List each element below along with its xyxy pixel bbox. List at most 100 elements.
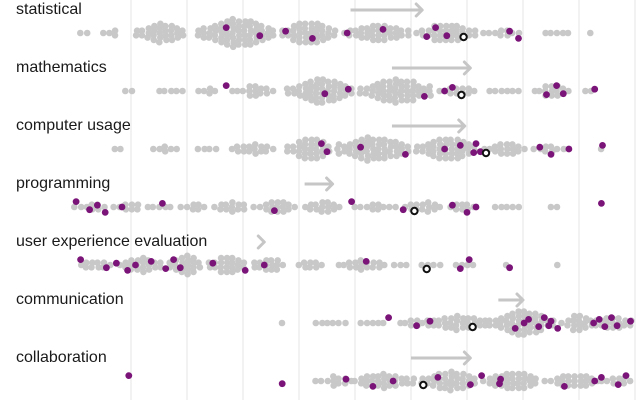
data-point: [436, 384, 444, 392]
data-point: [306, 206, 314, 213]
data-point: [319, 319, 326, 327]
data-point: [515, 331, 522, 338]
data-point: [184, 266, 191, 273]
data-point: [515, 143, 522, 150]
data-point: [436, 203, 444, 211]
data-point: [509, 203, 516, 211]
data-point: [576, 326, 583, 334]
data-point: [177, 203, 184, 211]
data-point: [173, 145, 180, 153]
highlighted-point: [125, 372, 133, 379]
data-point: [269, 32, 277, 39]
data-point: [324, 319, 331, 327]
data-point: [301, 145, 309, 153]
data-point: [535, 87, 543, 95]
highlighted-point: [449, 84, 456, 91]
highlighted-point: [506, 27, 513, 35]
data-point: [134, 206, 141, 213]
data-point: [111, 32, 119, 39]
data-point: [375, 32, 382, 39]
row-label: collaboration: [16, 349, 107, 366]
highlighted-point: [260, 261, 268, 269]
data-point: [626, 377, 634, 385]
data-point: [453, 22, 461, 30]
data-point: [430, 143, 437, 150]
data-point: [336, 94, 343, 102]
data-point: [156, 38, 163, 46]
data-point: [381, 145, 388, 153]
data-point: [521, 145, 528, 153]
data-point: [509, 150, 517, 157]
data-point: [331, 78, 338, 86]
data-point: [380, 203, 387, 211]
data-point: [194, 206, 202, 213]
data-point: [465, 90, 472, 97]
highlighted-point: [309, 35, 316, 42]
data-point: [211, 87, 219, 95]
data-point: [218, 34, 225, 41]
data-point: [442, 324, 449, 331]
data-point: [381, 154, 388, 162]
data-point: [269, 145, 277, 153]
data-point: [101, 203, 108, 211]
focus-marker: [481, 148, 491, 158]
data-point: [430, 152, 437, 160]
highlighted-point: [627, 317, 634, 325]
data-point: [547, 377, 555, 385]
data-point: [183, 203, 191, 211]
data-point: [346, 145, 353, 153]
focus-marker: [419, 380, 428, 390]
data-point: [420, 85, 428, 92]
row-label: communication: [16, 291, 124, 308]
data-point: [83, 29, 91, 37]
data-point: [145, 266, 153, 273]
data-point: [491, 148, 499, 155]
data-point: [234, 148, 242, 155]
data-point: [431, 36, 438, 44]
data-point: [393, 152, 400, 160]
data-point: [363, 382, 370, 389]
data-point: [447, 90, 454, 97]
data-point: [375, 319, 382, 327]
highlighted-point: [113, 259, 120, 267]
data-point: [620, 322, 628, 329]
change-arrow-head: [256, 234, 266, 250]
highlighted-point: [421, 93, 428, 100]
data-point: [161, 148, 169, 155]
highlighted-point: [369, 383, 377, 390]
data-point: [357, 266, 365, 273]
data-point: [541, 377, 548, 385]
change-arrow-head: [462, 60, 472, 76]
highlighted-point: [282, 27, 289, 35]
data-point: [458, 201, 466, 208]
data-point: [374, 94, 382, 102]
data-point: [542, 29, 549, 37]
focus-marker: [410, 206, 419, 216]
data-point: [554, 92, 561, 99]
data-point: [564, 322, 571, 329]
data-point: [330, 96, 337, 104]
data-point: [381, 150, 388, 157]
data-point: [504, 380, 511, 387]
data-point: [336, 203, 343, 211]
data-point: [582, 382, 590, 389]
data-point: [448, 154, 455, 162]
data-point: [357, 319, 365, 327]
data-point: [370, 150, 378, 157]
data-point: [571, 373, 578, 380]
data-point: [369, 36, 377, 44]
data-point: [548, 92, 555, 99]
data-point: [357, 150, 365, 157]
data-point: [317, 377, 325, 385]
data-point: [560, 145, 568, 153]
data-point: [570, 382, 578, 389]
highlighted-point: [449, 201, 456, 209]
highlighted-point: [147, 258, 155, 265]
data-point: [387, 152, 395, 160]
data-point: [128, 201, 136, 208]
data-point: [403, 96, 411, 104]
data-point: [459, 380, 467, 387]
data-point: [290, 36, 297, 44]
data-point: [168, 36, 176, 44]
data-point: [430, 261, 437, 269]
